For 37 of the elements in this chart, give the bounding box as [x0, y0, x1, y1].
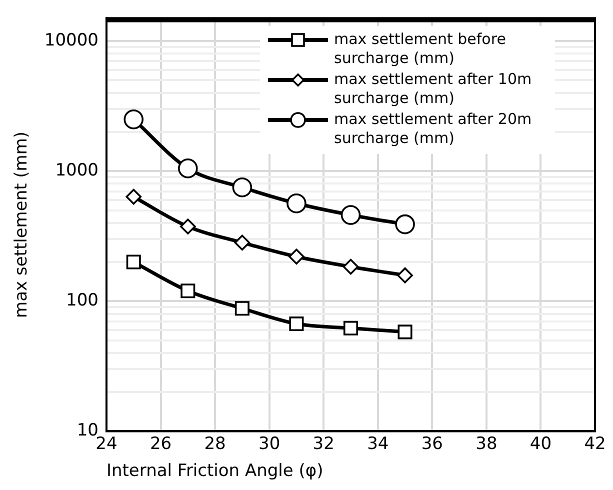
- legend-label: max settlement after 20m surcharge (mm): [334, 110, 533, 148]
- point: [178, 158, 198, 178]
- legend-label: max settlement after 10m surcharge (mm): [334, 70, 533, 108]
- x-axis-title: Internal Friction Angle (φ): [106, 461, 324, 482]
- y-tick-label: 10: [76, 420, 98, 441]
- point: [180, 284, 196, 298]
- x-tick-label: 40: [530, 434, 552, 454]
- point: [126, 254, 141, 270]
- x-tick-label: 42: [584, 434, 606, 454]
- y-tick-label: 10000: [44, 30, 98, 51]
- point: [288, 248, 304, 265]
- x-tick-label: 38: [476, 434, 498, 454]
- point: [234, 301, 250, 316]
- point: [340, 205, 361, 225]
- point: [232, 177, 252, 198]
- x-tick-label: 34: [367, 434, 389, 454]
- point: [286, 193, 306, 214]
- x-tick-label: 26: [150, 434, 172, 454]
- point: [343, 320, 358, 336]
- point: [397, 267, 413, 284]
- point: [126, 188, 142, 205]
- point: [180, 218, 196, 234]
- x-tick-label: 36: [421, 434, 443, 454]
- point: [395, 214, 415, 234]
- point: [289, 316, 304, 332]
- point: [398, 324, 412, 340]
- x-tick-label: 30: [258, 434, 280, 454]
- y-tick-label: 100: [66, 290, 98, 311]
- point: [234, 234, 250, 251]
- legend-label: max settlement before surcharge (mm): [334, 30, 507, 68]
- x-tick-label: 32: [312, 434, 334, 454]
- y-axis-title: max settlement (mm): [12, 131, 32, 318]
- y-tick-label: 1000: [55, 160, 98, 181]
- point: [124, 109, 144, 130]
- point: [342, 258, 359, 275]
- x-tick-label: 24: [96, 434, 118, 454]
- x-tick-label: 28: [204, 434, 226, 454]
